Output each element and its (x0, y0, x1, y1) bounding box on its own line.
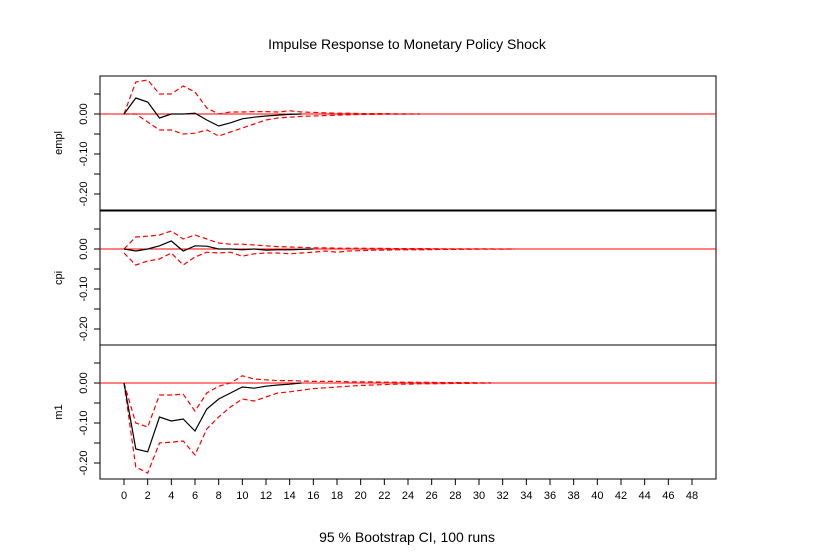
ci-upper-empl (123, 79, 420, 115)
x-tick-label: 32 (497, 490, 509, 502)
chart-title: Impulse Response to Monetary Policy Shoc… (268, 36, 547, 52)
y-tick-label: -0.10 (78, 141, 90, 166)
ci-lower-empl (124, 113, 420, 137)
x-tick-label: 24 (402, 490, 414, 502)
irf-line-cpi (123, 240, 314, 252)
x-tick-label: 44 (639, 490, 651, 502)
x-tick-label: 36 (544, 490, 556, 502)
x-tick-label: 6 (192, 490, 198, 502)
x-tick-label: 20 (355, 490, 367, 502)
x-tick-label: 46 (662, 490, 674, 502)
x-tick-label: 18 (331, 490, 343, 502)
x-tick-label: 30 (473, 490, 485, 502)
y-tick-label: -0.20 (78, 450, 90, 475)
panel-cpi: -0.20 -0.10 0.00 cpi (53, 210, 717, 346)
y-tick-label: 0.00 (78, 103, 90, 124)
y-tick-label: -0.10 (78, 276, 90, 301)
x-tick-label: 34 (520, 490, 532, 502)
panel-label-empl: empl (53, 131, 65, 155)
x-tick-label: 14 (284, 490, 296, 502)
x-tick-label: 22 (378, 490, 390, 502)
panel-empl: -0.20 -0.10 0.00 empl (53, 75, 717, 211)
x-tick-label: 4 (168, 490, 174, 502)
y-tick-label: -0.10 (78, 410, 90, 435)
y-tick-label: -0.20 (78, 316, 90, 341)
x-tick-label: 42 (615, 490, 627, 502)
x-axis: 0 2 4 6 8 10 12 14 16 18 20 22 24 26 28 30 32 34 36 38 40 42 4… (121, 479, 698, 502)
x-tick-label: 26 (426, 490, 438, 502)
irf-line-m1 (123, 382, 302, 453)
x-tick-label: 48 (686, 490, 698, 502)
x-tick-label: 2 (145, 490, 151, 502)
panel-m1: -0.20 -0.10 0.00 m1 (53, 344, 717, 480)
ci-upper-cpi (123, 230, 515, 250)
irf-line-empl (123, 97, 302, 127)
x-tick-label: 40 (591, 490, 603, 502)
ci-lower-m1 (123, 382, 491, 474)
y-tick-label: 0.00 (78, 372, 90, 393)
x-tick-label: 38 (568, 490, 580, 502)
panel-frame (99, 75, 717, 211)
x-tick-label: 10 (236, 490, 248, 502)
x-tick-label: 0 (121, 490, 127, 502)
panels-group: -0.20-0.100.00empl-0.20-0.100.00cpi-0.20… (53, 75, 717, 480)
panel-frame (99, 344, 717, 480)
y-tick-label: -0.20 (78, 181, 90, 206)
y-tick-label: 0.00 (78, 238, 90, 259)
panel-frame (99, 210, 717, 346)
chart-footer: 95 % Bootstrap CI, 100 runs (319, 529, 495, 545)
ci-lower-cpi (123, 248, 515, 266)
panel-label-cpi: cpi (53, 271, 65, 285)
x-tick-label: 8 (216, 490, 222, 502)
x-tick-label: 28 (449, 490, 461, 502)
panel-label-m1: m1 (53, 404, 65, 419)
x-tick-label: 16 (307, 490, 319, 502)
x-tick-label: 12 (260, 490, 272, 502)
ci-upper-m1 (123, 375, 491, 428)
